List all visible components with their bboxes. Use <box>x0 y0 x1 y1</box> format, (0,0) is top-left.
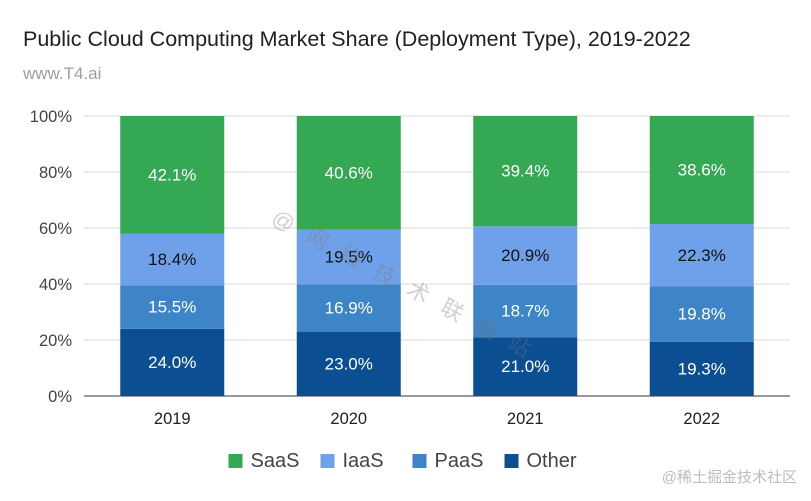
bar-segment-other <box>120 328 225 396</box>
data-label: 24.0% <box>148 353 196 372</box>
bar-segment-saas <box>473 116 578 227</box>
bar-segment-paas <box>120 285 225 329</box>
legend-label: SaaS <box>251 450 300 472</box>
chart-title: Public Cloud Computing Market Share (Dep… <box>23 27 691 51</box>
bar-segment-other <box>473 337 578 396</box>
data-label: 18.4% <box>148 250 196 269</box>
source-tag: @稀土掘金技术社区 <box>661 469 797 486</box>
legend-swatch-other <box>504 454 519 468</box>
bar-segment-other <box>649 341 754 396</box>
x-tick-label: 2022 <box>683 410 720 428</box>
bar-segment-saas <box>120 116 225 234</box>
chart-subtitle: www.T4.ai <box>23 64 102 83</box>
legend-label: PaaS <box>435 450 484 472</box>
bar-segment-paas <box>649 286 754 342</box>
bar-segment-iaas <box>296 229 401 285</box>
y-tick-label: 60% <box>39 220 72 238</box>
data-label: 15.5% <box>148 298 196 317</box>
data-label: 19.3% <box>678 359 726 378</box>
data-label: 40.6% <box>325 163 373 182</box>
data-label: 19.5% <box>325 247 373 266</box>
data-label: 16.9% <box>325 298 373 317</box>
legend-swatch-paas <box>412 454 427 468</box>
legend-swatch-iaas <box>320 454 335 468</box>
x-tick-label: 2019 <box>154 410 191 428</box>
bar-segment-paas <box>296 284 401 332</box>
y-tick-label: 100% <box>30 108 73 126</box>
bar-segment-paas <box>473 284 578 338</box>
bar-segment-iaas <box>649 224 754 287</box>
bar-segment-saas <box>649 116 754 225</box>
data-label: 23.0% <box>325 354 373 373</box>
x-tick-label: 2021 <box>507 410 544 428</box>
y-tick-label: 80% <box>39 164 72 182</box>
data-label: 21.0% <box>501 357 549 376</box>
data-label: 18.7% <box>501 302 549 321</box>
legend-label: Other <box>527 450 577 472</box>
bar-segment-saas <box>296 116 401 230</box>
y-tick-label: 40% <box>39 276 72 294</box>
legend-swatch-saas <box>228 454 243 468</box>
bar-segment-other <box>296 331 401 396</box>
legend-label: IaaS <box>343 450 384 472</box>
y-tick-label: 0% <box>48 388 72 406</box>
data-label: 19.8% <box>678 305 726 324</box>
bar-segment-iaas <box>473 226 578 285</box>
bar-segment-iaas <box>120 233 225 286</box>
data-label: 38.6% <box>678 161 726 180</box>
data-label: 20.9% <box>501 246 549 265</box>
y-tick-label: 20% <box>39 332 72 350</box>
x-tick-label: 2020 <box>330 410 367 428</box>
data-label: 22.3% <box>678 246 726 265</box>
data-label: 39.4% <box>501 162 549 181</box>
data-label: 42.1% <box>148 165 196 184</box>
